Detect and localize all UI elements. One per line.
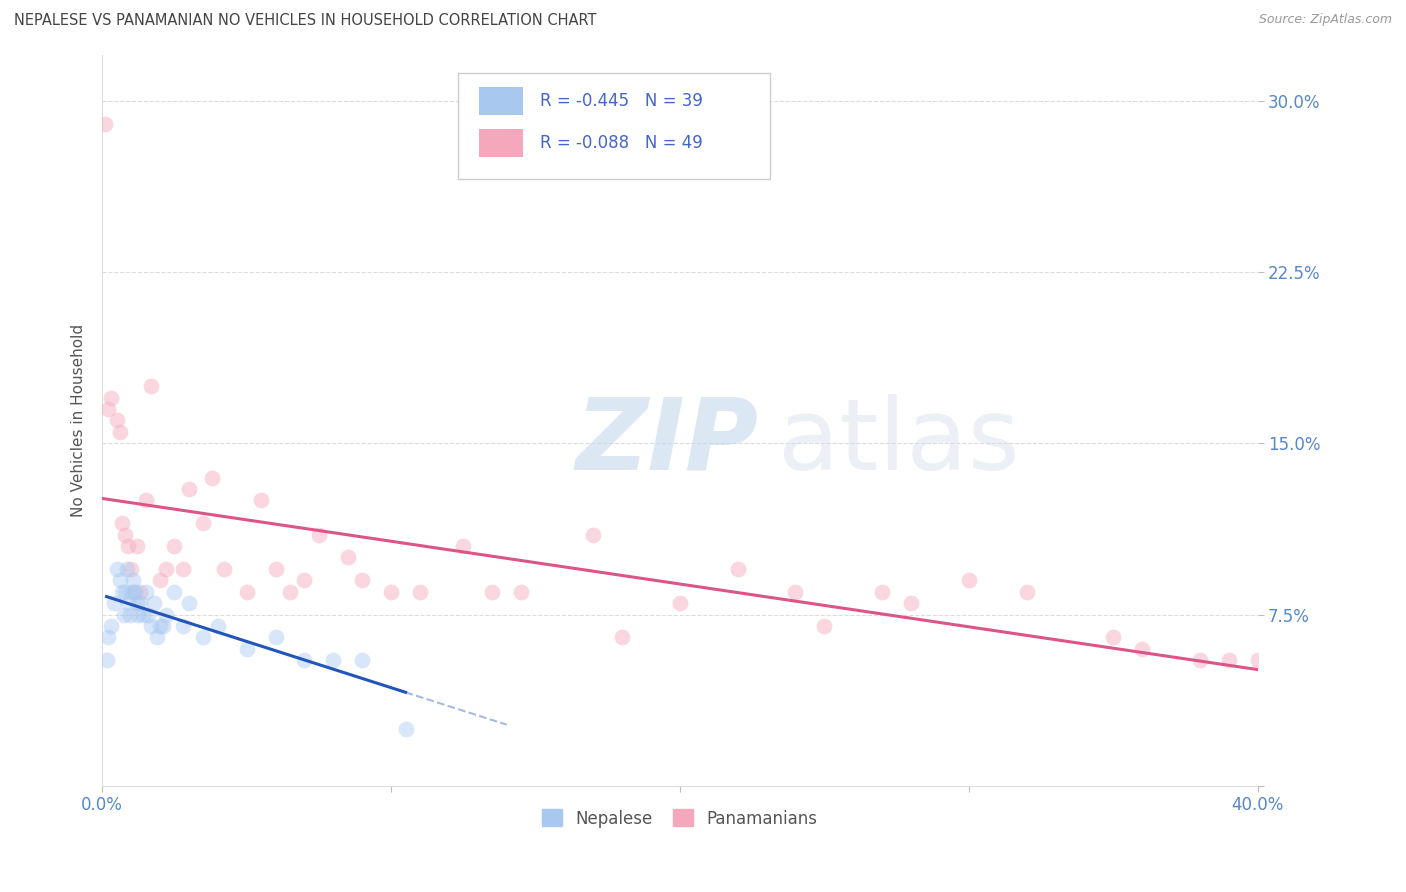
Point bbox=[105, 562, 128, 576]
Point bbox=[128, 584, 150, 599]
FancyBboxPatch shape bbox=[458, 73, 770, 179]
Point bbox=[308, 527, 330, 541]
Point bbox=[510, 584, 533, 599]
Point bbox=[900, 596, 922, 610]
Point bbox=[96, 653, 118, 667]
Text: R = -0.088   N = 49: R = -0.088 N = 49 bbox=[540, 134, 703, 152]
Text: NEPALESE VS PANAMANIAN NO VEHICLES IN HOUSEHOLD CORRELATION CHART: NEPALESE VS PANAMANIAN NO VEHICLES IN HO… bbox=[14, 13, 596, 29]
Point bbox=[177, 596, 200, 610]
Point bbox=[294, 574, 316, 588]
Point bbox=[141, 379, 163, 393]
Point bbox=[124, 584, 146, 599]
Point bbox=[125, 539, 148, 553]
Point bbox=[235, 584, 257, 599]
Point bbox=[97, 402, 120, 417]
Point bbox=[114, 584, 136, 599]
Point bbox=[1015, 584, 1038, 599]
Point bbox=[152, 619, 174, 633]
Point bbox=[111, 584, 134, 599]
Point bbox=[131, 607, 153, 622]
Point bbox=[409, 584, 432, 599]
Point bbox=[100, 619, 122, 633]
Point bbox=[172, 619, 194, 633]
Point bbox=[727, 562, 749, 576]
Point bbox=[128, 596, 150, 610]
Text: Source: ZipAtlas.com: Source: ZipAtlas.com bbox=[1258, 13, 1392, 27]
Point bbox=[108, 574, 131, 588]
Point bbox=[201, 470, 224, 484]
Point bbox=[127, 607, 149, 622]
Point bbox=[322, 653, 344, 667]
Point bbox=[212, 562, 235, 576]
Point bbox=[141, 619, 163, 633]
Point bbox=[1218, 653, 1240, 667]
Point bbox=[352, 653, 374, 667]
Point bbox=[250, 493, 273, 508]
Point bbox=[394, 722, 416, 736]
Point bbox=[155, 562, 177, 576]
Point bbox=[163, 584, 186, 599]
Text: atlas: atlas bbox=[778, 394, 1019, 491]
Point bbox=[105, 413, 128, 427]
Point bbox=[143, 596, 166, 610]
Point bbox=[163, 539, 186, 553]
Point bbox=[352, 574, 374, 588]
Point bbox=[264, 631, 287, 645]
Point bbox=[125, 596, 148, 610]
Point bbox=[294, 653, 316, 667]
Point bbox=[117, 539, 139, 553]
Point bbox=[957, 574, 980, 588]
Point bbox=[94, 117, 117, 131]
Point bbox=[612, 631, 634, 645]
Point bbox=[785, 584, 807, 599]
Point bbox=[1246, 653, 1268, 667]
Point bbox=[453, 539, 475, 553]
Point bbox=[1188, 653, 1211, 667]
Point bbox=[120, 584, 142, 599]
FancyBboxPatch shape bbox=[479, 87, 523, 115]
Point bbox=[146, 631, 169, 645]
Point bbox=[481, 584, 503, 599]
Point bbox=[1130, 641, 1153, 656]
Point bbox=[118, 607, 141, 622]
FancyBboxPatch shape bbox=[479, 129, 523, 157]
Point bbox=[149, 619, 172, 633]
Legend: Nepalese, Panamanians: Nepalese, Panamanians bbox=[534, 801, 825, 836]
Point bbox=[235, 641, 257, 656]
Point bbox=[103, 596, 125, 610]
Point bbox=[264, 562, 287, 576]
Point bbox=[100, 391, 122, 405]
Point bbox=[336, 550, 359, 565]
Point bbox=[122, 584, 145, 599]
Point bbox=[121, 574, 143, 588]
Y-axis label: No Vehicles in Household: No Vehicles in Household bbox=[72, 324, 86, 517]
Point bbox=[114, 527, 136, 541]
Point bbox=[115, 562, 138, 576]
Point bbox=[97, 631, 120, 645]
Point bbox=[172, 562, 194, 576]
Point bbox=[582, 527, 605, 541]
Point bbox=[278, 584, 301, 599]
Point bbox=[135, 584, 157, 599]
Point bbox=[108, 425, 131, 439]
Point bbox=[111, 516, 134, 531]
Point bbox=[193, 631, 215, 645]
Point bbox=[149, 574, 172, 588]
Point bbox=[135, 493, 157, 508]
Point bbox=[138, 607, 160, 622]
Point bbox=[870, 584, 893, 599]
Point bbox=[120, 562, 142, 576]
Text: R = -0.445   N = 39: R = -0.445 N = 39 bbox=[540, 92, 703, 111]
Point bbox=[193, 516, 215, 531]
Text: ZIP: ZIP bbox=[576, 394, 759, 491]
Point bbox=[813, 619, 835, 633]
Point bbox=[117, 596, 139, 610]
Point bbox=[177, 482, 200, 496]
Point bbox=[1102, 631, 1125, 645]
Point bbox=[112, 607, 135, 622]
Point bbox=[669, 596, 692, 610]
Point bbox=[380, 584, 402, 599]
Point bbox=[155, 607, 177, 622]
Point bbox=[207, 619, 229, 633]
